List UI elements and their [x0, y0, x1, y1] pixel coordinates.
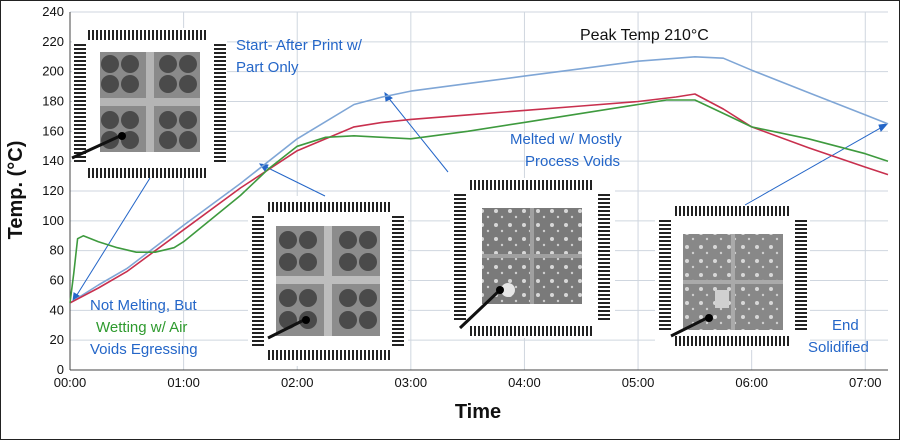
callout-arrows	[72, 91, 889, 303]
x-tick-label: 01:00	[167, 375, 200, 390]
annotation-line: Part Only	[236, 59, 299, 76]
x-tick-label: 06:00	[735, 375, 768, 390]
y-tick-label: 40	[50, 302, 64, 317]
y-tick-label: 120	[42, 183, 64, 198]
annotation-line: Solidified	[808, 339, 869, 356]
x-tick-labels: 00:00 01:00 02:00 03:00 04:00 05:00 06:00 07:00	[54, 375, 882, 390]
x-tick-label: 00:00	[54, 375, 87, 390]
y-tick-label: 0	[57, 362, 64, 377]
x-tick-label: 05:00	[622, 375, 655, 390]
annotation-line: Wetting w/ Air	[96, 319, 187, 336]
annotation-line: Process Voids	[525, 153, 620, 170]
x-tick-label: 04:00	[508, 375, 541, 390]
series-line-0	[69, 56, 889, 304]
xray-image-bottom-right	[655, 200, 810, 350]
axes	[69, 12, 888, 371]
xray-image-bottom-center	[450, 178, 615, 338]
peak-temp-label: Peak Temp 210°C	[580, 27, 709, 44]
annotation-line: End	[832, 317, 859, 334]
series-lines	[69, 56, 889, 304]
y-axis-title: Temp. (°C)	[5, 141, 27, 240]
y-tick-label: 160	[42, 123, 64, 138]
y-tick-label: 20	[50, 332, 64, 347]
annotation-line: Not Melting, But	[90, 297, 198, 314]
annotation-start-after-print: Start- After Print w/ Part Only	[236, 37, 366, 76]
y-tick-label: 220	[42, 34, 64, 49]
y-tick-label: 80	[50, 243, 64, 258]
annotation-line: Melted w/ Mostly	[510, 131, 622, 148]
annotation-end-solidified: End Solidified	[808, 317, 869, 356]
y-tick-label: 100	[42, 213, 64, 228]
xray-image-bottom-left	[248, 196, 408, 366]
y-tick-label: 60	[50, 273, 64, 288]
x-tick-label: 07:00	[849, 375, 882, 390]
x-tick-label: 02:00	[281, 375, 314, 390]
y-tick-label: 200	[42, 64, 64, 79]
y-tick-label: 180	[42, 94, 64, 109]
annotation-melted: Melted w/ Mostly Process Voids	[510, 131, 626, 170]
y-tick-label: 140	[42, 153, 64, 168]
annotation-line: Start- After Print w/	[236, 37, 363, 54]
xray-image-top-left	[71, 28, 227, 178]
x-axis-title: Time	[455, 401, 501, 423]
y-tick-label: 240	[42, 4, 64, 19]
y-tick-labels: 0 20 40 60 80 100 120 140 160 180 200 220 240	[42, 4, 64, 377]
x-tick-label: 03:00	[395, 375, 428, 390]
series-line-2	[69, 99, 889, 304]
annotation-not-melting: Not Melting, But Wetting w/ Air Voids Eg…	[90, 297, 201, 358]
annotation-line: Voids Egressing	[90, 341, 198, 358]
